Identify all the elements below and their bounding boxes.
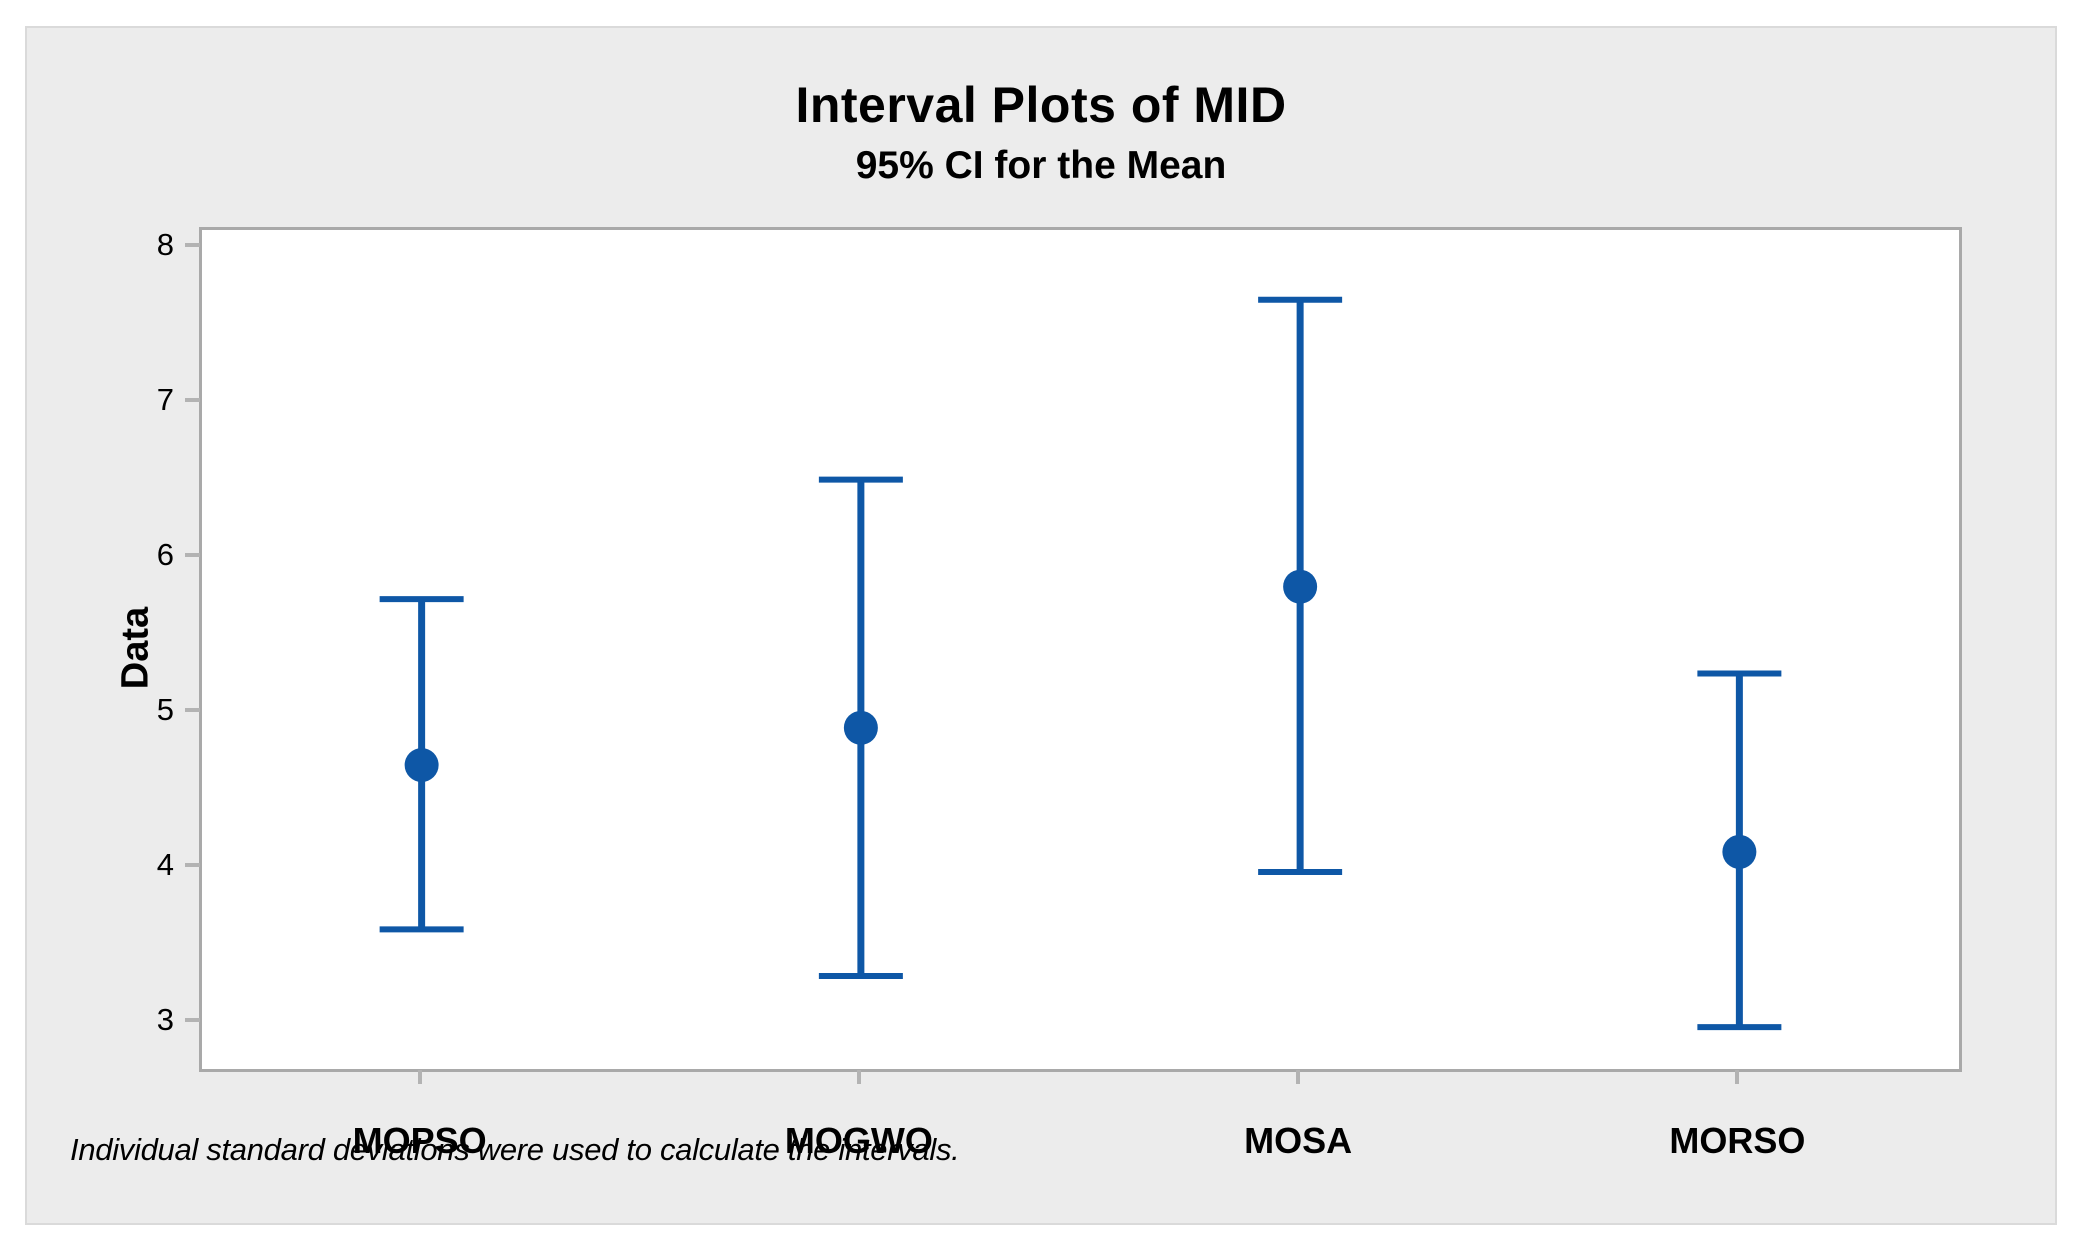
x-category-label: MOPSO <box>352 1120 487 1161</box>
y-tick-label: 8 <box>156 227 174 263</box>
mean-marker <box>1283 569 1318 604</box>
y-tick-mark <box>185 708 200 713</box>
y-tick-mark <box>185 398 200 403</box>
y-tick-mark <box>185 553 200 558</box>
x-category-label: MORSO <box>1669 1120 1806 1161</box>
y-tick-label: 7 <box>156 382 174 418</box>
y-tick-label: 4 <box>156 847 174 883</box>
x-tick-mark <box>417 1070 422 1084</box>
x-category-label: MOGWO <box>784 1120 933 1161</box>
interval-plot-figure: Interval Plots of MID 95% CI for the Mea… <box>25 26 2057 1225</box>
mean-marker <box>404 748 439 783</box>
chart-footnote: Individual standard deviations were used… <box>70 1132 960 1167</box>
interval-series-canvas <box>379 296 1782 1031</box>
x-tick-mark <box>1735 1070 1740 1084</box>
chart-subtitle: 95% CI for the Mean <box>855 144 1227 187</box>
y-tick-label: 6 <box>156 537 174 573</box>
plot-area <box>199 227 1962 1072</box>
chart-title: Interval Plots of MID <box>795 77 1287 133</box>
y-tick-mark <box>185 243 200 248</box>
y-tick-label: 3 <box>156 1002 174 1038</box>
mean-marker <box>1722 834 1757 869</box>
y-tick-mark <box>185 1018 200 1023</box>
x-category-label: MOSA <box>1244 1120 1353 1161</box>
mean-marker <box>843 710 878 745</box>
y-tick-label: 5 <box>156 692 174 728</box>
x-tick-mark <box>856 1070 861 1084</box>
y-tick-mark <box>185 863 200 868</box>
x-tick-mark <box>1296 1070 1301 1084</box>
y-axis-label: Data <box>114 606 157 690</box>
